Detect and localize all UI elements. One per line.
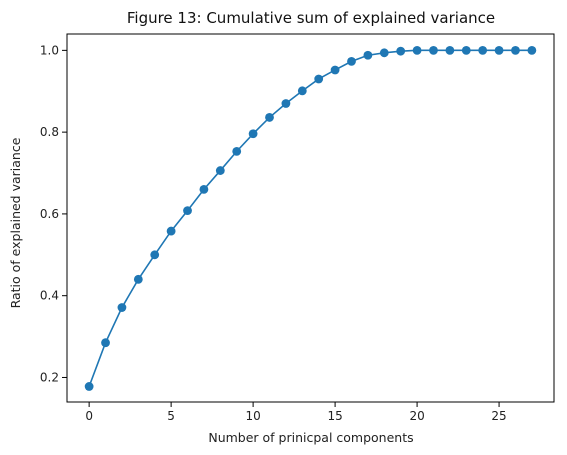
plot-frame bbox=[66, 33, 555, 403]
data-point bbox=[379, 48, 389, 58]
data-point bbox=[199, 184, 209, 194]
data-point bbox=[133, 274, 143, 284]
data-point bbox=[445, 45, 455, 55]
data-point bbox=[281, 99, 291, 108]
y-axis-label: Ratio of explained variance bbox=[8, 137, 23, 308]
x-axis-label: Number of prinicpal components bbox=[208, 430, 413, 445]
data-point bbox=[478, 45, 488, 55]
data-point bbox=[265, 113, 274, 122]
data-point bbox=[314, 74, 324, 84]
y-tick-label: 0.6 bbox=[40, 207, 59, 221]
data-point bbox=[511, 45, 520, 55]
y-tick-label: 1.0 bbox=[40, 43, 59, 57]
data-point bbox=[101, 338, 110, 348]
data-point bbox=[429, 45, 438, 55]
x-tick-label: 20 bbox=[409, 409, 424, 423]
data-point bbox=[84, 382, 94, 391]
data-point bbox=[527, 45, 537, 55]
x-tick-label: 0 bbox=[85, 409, 93, 423]
data-point bbox=[363, 50, 373, 60]
x-tick-label: 10 bbox=[245, 409, 260, 423]
plot-area: 0 5 10 15 20 25 0.2 0.4 0.6 0.8 1.0 bbox=[40, 33, 555, 423]
y-tick-label: 0.2 bbox=[40, 370, 59, 384]
x-tick-label: 15 bbox=[327, 409, 342, 423]
x-tick-label: 5 bbox=[167, 409, 175, 423]
data-point bbox=[461, 45, 471, 55]
data-point bbox=[166, 226, 176, 236]
data-point bbox=[347, 56, 356, 66]
data-point bbox=[183, 206, 192, 216]
y-tick-label: 0.4 bbox=[40, 289, 59, 303]
series-line bbox=[88, 49, 532, 387]
data-point bbox=[494, 45, 504, 55]
chart-title: Figure 13: Cumulative sum of explained v… bbox=[127, 9, 495, 27]
x-tick-label: 25 bbox=[491, 409, 506, 423]
data-point bbox=[412, 45, 422, 55]
data-point bbox=[297, 86, 307, 96]
data-point bbox=[248, 129, 258, 139]
data-point bbox=[396, 46, 406, 56]
data-point bbox=[232, 146, 242, 156]
data-point bbox=[150, 250, 160, 260]
y-tick-label: 0.8 bbox=[40, 125, 59, 139]
data-point bbox=[117, 303, 127, 312]
data-point bbox=[215, 166, 225, 175]
data-point bbox=[330, 65, 340, 75]
